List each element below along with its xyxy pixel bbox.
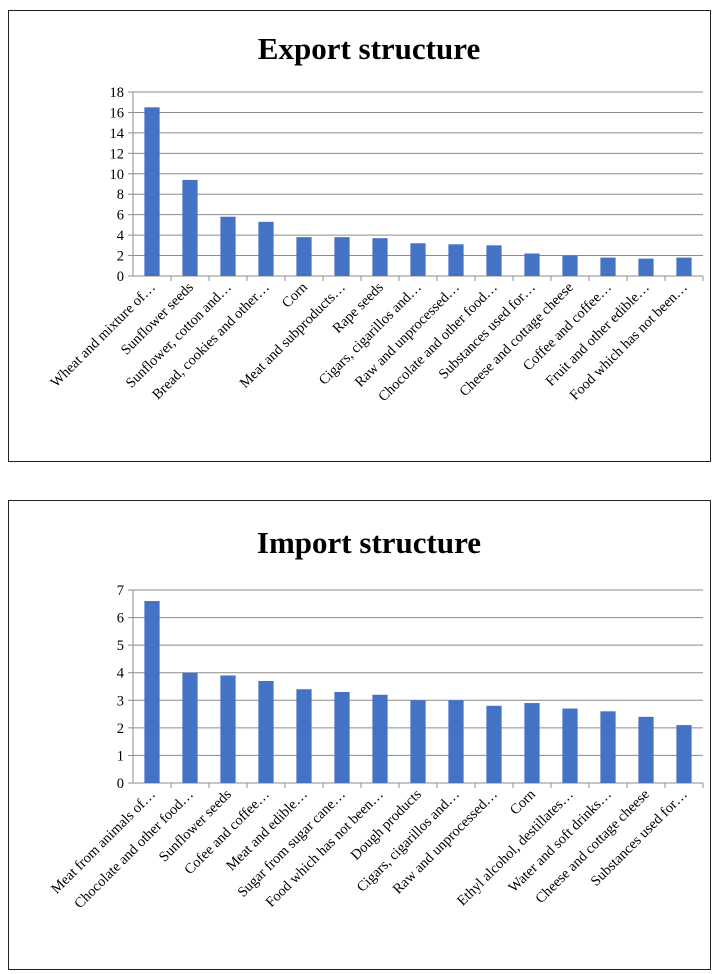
export-y-tick-label: 10 <box>110 167 125 183</box>
export-bar <box>296 237 312 276</box>
import-chart-panel: Import structure 0 1 2 3 4 5 6 7 Meat from anim… <box>8 500 711 970</box>
export-bar <box>258 221 274 276</box>
import-bar <box>144 601 160 783</box>
import-bar <box>182 672 198 783</box>
export-bar <box>600 257 616 276</box>
export-bar <box>220 216 236 276</box>
import-bar <box>448 700 464 783</box>
import-bar <box>296 689 312 783</box>
import-x-axis: Meat from animals of…Chocolate and other… <box>48 783 704 912</box>
import-bar <box>562 708 578 783</box>
export-chart: Export structure 0 2 4 6 8 10 12 14 16 18 Wheat a… <box>48 31 704 405</box>
export-x-axis: Wheat and mixture of…Sunflower seedsSunf… <box>48 276 704 405</box>
export-bar <box>372 238 388 276</box>
import-bar <box>410 700 426 783</box>
export-x-tick-label: Corn <box>279 279 311 311</box>
import-y-axis: 0 1 2 3 4 5 6 7 <box>117 583 134 792</box>
import-chart: Import structure 0 1 2 3 4 5 6 7 Meat from anim… <box>48 525 704 912</box>
export-y-tick-label: 8 <box>117 187 124 203</box>
import-bar <box>638 716 654 783</box>
import-bar <box>220 675 236 783</box>
import-x-tick-label: Corn <box>507 786 539 818</box>
export-y-tick-label: 6 <box>117 208 124 224</box>
export-bar <box>524 253 540 276</box>
export-chart-title: Export structure <box>258 31 480 66</box>
export-bars <box>144 107 692 276</box>
import-y-tick-label: 3 <box>117 693 124 709</box>
export-bar <box>334 237 350 276</box>
import-bar <box>676 725 692 783</box>
export-bar <box>486 245 502 276</box>
export-y-tick-label: 12 <box>110 146 125 162</box>
export-bar <box>562 255 578 276</box>
import-chart-title: Import structure <box>257 525 481 560</box>
import-bar <box>486 705 502 783</box>
export-y-tick-label: 16 <box>110 105 125 121</box>
import-y-tick-label: 6 <box>117 611 124 627</box>
export-y-tick-label: 0 <box>117 269 124 285</box>
export-bar <box>144 107 160 276</box>
import-bar <box>258 680 274 783</box>
export-bar <box>448 244 464 276</box>
export-y-tick-label: 4 <box>117 228 125 244</box>
import-y-tick-label: 0 <box>117 776 124 792</box>
import-bar <box>524 703 540 783</box>
export-y-tick-label: 18 <box>110 85 125 101</box>
export-bar <box>410 243 426 276</box>
import-bars <box>144 601 692 783</box>
import-y-tick-label: 2 <box>117 721 124 737</box>
import-y-tick-label: 1 <box>117 748 124 764</box>
export-chart-panel: Export structure 0 2 4 6 8 10 12 14 16 18 Wheat a… <box>8 10 711 462</box>
export-y-tick-label: 2 <box>117 249 124 265</box>
import-y-tick-label: 7 <box>117 583 124 599</box>
export-y-tick-label: 14 <box>110 126 125 142</box>
export-bar <box>676 257 692 276</box>
import-bar <box>372 694 388 783</box>
import-bar <box>600 711 616 783</box>
export-bar <box>638 258 654 276</box>
import-y-tick-label: 5 <box>117 638 124 654</box>
import-y-tick-label: 4 <box>117 666 125 682</box>
import-bar <box>334 692 350 783</box>
export-y-axis: 0 2 4 6 8 10 12 14 16 18 <box>110 85 134 285</box>
export-bar <box>182 179 198 276</box>
